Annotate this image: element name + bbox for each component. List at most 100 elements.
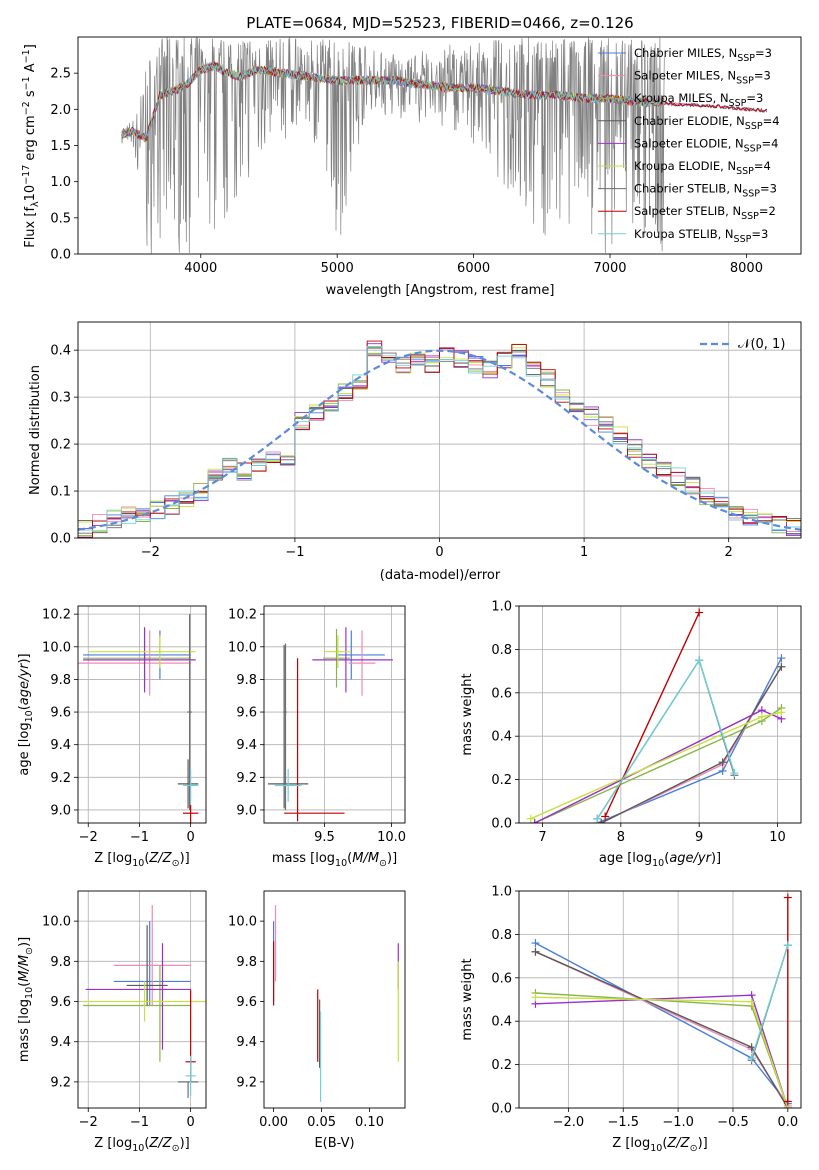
y-tick-label: 0.4 (491, 730, 512, 745)
y-tick-label: 9.8 (50, 673, 71, 688)
y-tick-label: 0.4 (491, 1015, 512, 1030)
x-tick-label: 6000 (457, 261, 490, 276)
x-axis-label: Z [log10(Z/Z⊙)] (94, 851, 189, 869)
plot-area (78, 614, 199, 823)
y-tick-label: 1.0 (491, 600, 512, 615)
x-tick-label: 0 (435, 545, 443, 560)
legend-entry: Chabrier ELODIE, NSSP=4 (634, 114, 780, 132)
legend-entry: Kroupa MILES, NSSP=3 (634, 91, 763, 109)
y-tick-label: 0.0 (491, 1102, 512, 1117)
panel-mass-vs-metallicity: −2 −1 0 9.2 9.4 9.6 9.8 10.0 Z [log10(Z/Z⊙)] mass… (17, 890, 207, 1154)
y-tick-label: 0.8 (491, 928, 512, 943)
y-tick-label: 9.2 (50, 771, 71, 786)
y-tick-label: 1.5 (50, 139, 71, 154)
panel-age-vs-mass: 9.5 10.0 9.0 9.2 9.4 9.6 9.8 10.0 10.2 mass [log1… (228, 605, 406, 869)
figure-title: PLATE=0684, MJD=52523, FIBERID=0466, z=0… (246, 14, 633, 32)
y-tick-label: 9.0 (50, 803, 71, 818)
y-tick-label: 0.3 (50, 391, 71, 406)
y-tick-label: 10.0 (42, 640, 71, 655)
axes-frame (77, 890, 207, 1109)
y-tick-label: 9.6 (50, 706, 71, 721)
x-tick-label: −2.0 (553, 1115, 585, 1130)
y-tick-label: 2.5 (50, 67, 71, 82)
axes-frame (263, 605, 406, 824)
x-tick-label: 5000 (321, 261, 354, 276)
y-tick-label: 9.8 (50, 955, 71, 970)
weight-line-4 (535, 994, 789, 1108)
axes-frame (518, 605, 802, 824)
y-tick-label: 9.2 (236, 771, 257, 786)
y-axis-label: Flux [fλ10−17 erg cm−2 s−1 A−1] (21, 44, 41, 248)
x-axis-label: Z [log10(Z/Z⊙)] (612, 1136, 707, 1154)
panel-spectrum: 4000 5000 6000 7000 8000 0.0 0.5 1.0 1.5 2.0 2.5 wa… (21, 36, 802, 298)
x-tick-label: −1.5 (607, 1115, 639, 1130)
x-tick-label: 7000 (593, 261, 626, 276)
panel-age-vs-metallicity: −2 −1 0 9.0 9.2 9.4 9.6 9.8 10.0 10.2 Z [log10(Z/Z… (17, 605, 207, 869)
x-axis-label: (data-model)/error (380, 568, 501, 583)
y-tick-label: 9.2 (236, 1075, 257, 1090)
model-spectrum-red-7 (664, 101, 768, 113)
y-tick-label: 9.8 (236, 673, 257, 688)
y-tick-label: 9.0 (236, 803, 257, 818)
y-tick-label: 0.0 (50, 248, 71, 263)
model-spectrum-6 (121, 62, 665, 143)
weight-line-8 (750, 945, 789, 1059)
y-axis-label: age [log10(age/yr)] (17, 653, 35, 775)
x-tick-label: 4000 (184, 261, 217, 276)
legend-entry: Salpeter ELODIE, NSSP=4 (634, 136, 778, 154)
y-tick-label: 0.6 (491, 971, 512, 986)
legend-entry: Salpeter STELIB, NSSP=2 (634, 204, 776, 222)
x-tick-label: 1 (580, 545, 588, 560)
legend-entry: 𝒩(0, 1) (738, 337, 785, 352)
plot-area (121, 37, 768, 254)
weight-line-0 (597, 657, 783, 823)
y-axis-label: Normed distribution (28, 365, 43, 495)
legend-entry: Chabrier STELIB, NSSP=3 (634, 182, 777, 200)
axes-frame (77, 605, 207, 824)
y-tick-label: 10.0 (228, 915, 257, 930)
y-tick-label: 0.2 (50, 438, 71, 453)
y-tick-label: 0.2 (491, 1058, 512, 1073)
weight-line-1 (535, 951, 789, 1107)
y-tick-label: 0.0 (50, 532, 71, 547)
y-tick-label: 0.0 (491, 817, 512, 832)
x-tick-label: 0.00 (259, 1115, 288, 1130)
weight-line-5 (535, 996, 789, 1108)
x-tick-label: −1.0 (662, 1115, 694, 1130)
x-tick-label: 8 (617, 830, 625, 845)
y-tick-label: 0.2 (491, 773, 512, 788)
x-tick-label: 10 (769, 830, 786, 845)
y-tick-label: 0.6 (491, 686, 512, 701)
x-tick-label: 0.10 (355, 1115, 384, 1130)
legend-entry: Kroupa STELIB, NSSP=3 (634, 227, 768, 245)
y-tick-label: 0.1 (50, 485, 71, 500)
plot-area (83, 905, 206, 1098)
x-axis-label: E(B-V) (314, 1136, 354, 1151)
model-spectrum-8 (121, 62, 665, 139)
x-tick-label: 8000 (730, 261, 763, 276)
x-tick-label: 2 (725, 545, 733, 560)
plot-area (526, 608, 786, 823)
y-tick-label: 0.4 (50, 344, 71, 359)
residual-histogram-8 (78, 346, 801, 532)
x-tick-label: 0 (186, 830, 194, 845)
y-tick-label: 9.6 (50, 995, 71, 1010)
axes-frame (518, 890, 802, 1109)
y-tick-label: 10.2 (228, 608, 257, 623)
legend-entry: Chabrier MILES, NSSP=3 (634, 46, 772, 64)
x-tick-label: −2 (141, 545, 160, 560)
y-tick-label: 9.6 (236, 995, 257, 1010)
y-tick-label: 9.4 (50, 1035, 71, 1050)
panel-weight-vs-metallicity: −2.0 −1.5 −1.0 −0.5 0.0 0.0 0.2 0.4 0.6 0.8 1.0 Z [… (460, 885, 802, 1154)
x-tick-label: 9 (695, 830, 703, 845)
y-tick-label: 9.2 (50, 1075, 71, 1090)
axes-frame (263, 890, 406, 1109)
normal-curve (78, 349, 801, 531)
y-tick-label: 9.6 (236, 706, 257, 721)
x-tick-label: −2 (79, 1115, 98, 1130)
y-tick-label: 9.8 (236, 955, 257, 970)
weight-line-3 (535, 951, 789, 1108)
y-tick-label: 9.4 (50, 738, 71, 753)
x-tick-label: 0.05 (307, 1115, 336, 1130)
panel-residual-distribution: −2 −1 0 1 2 0.0 0.1 0.2 0.3 0.4 (data-model)/error… (28, 321, 802, 583)
